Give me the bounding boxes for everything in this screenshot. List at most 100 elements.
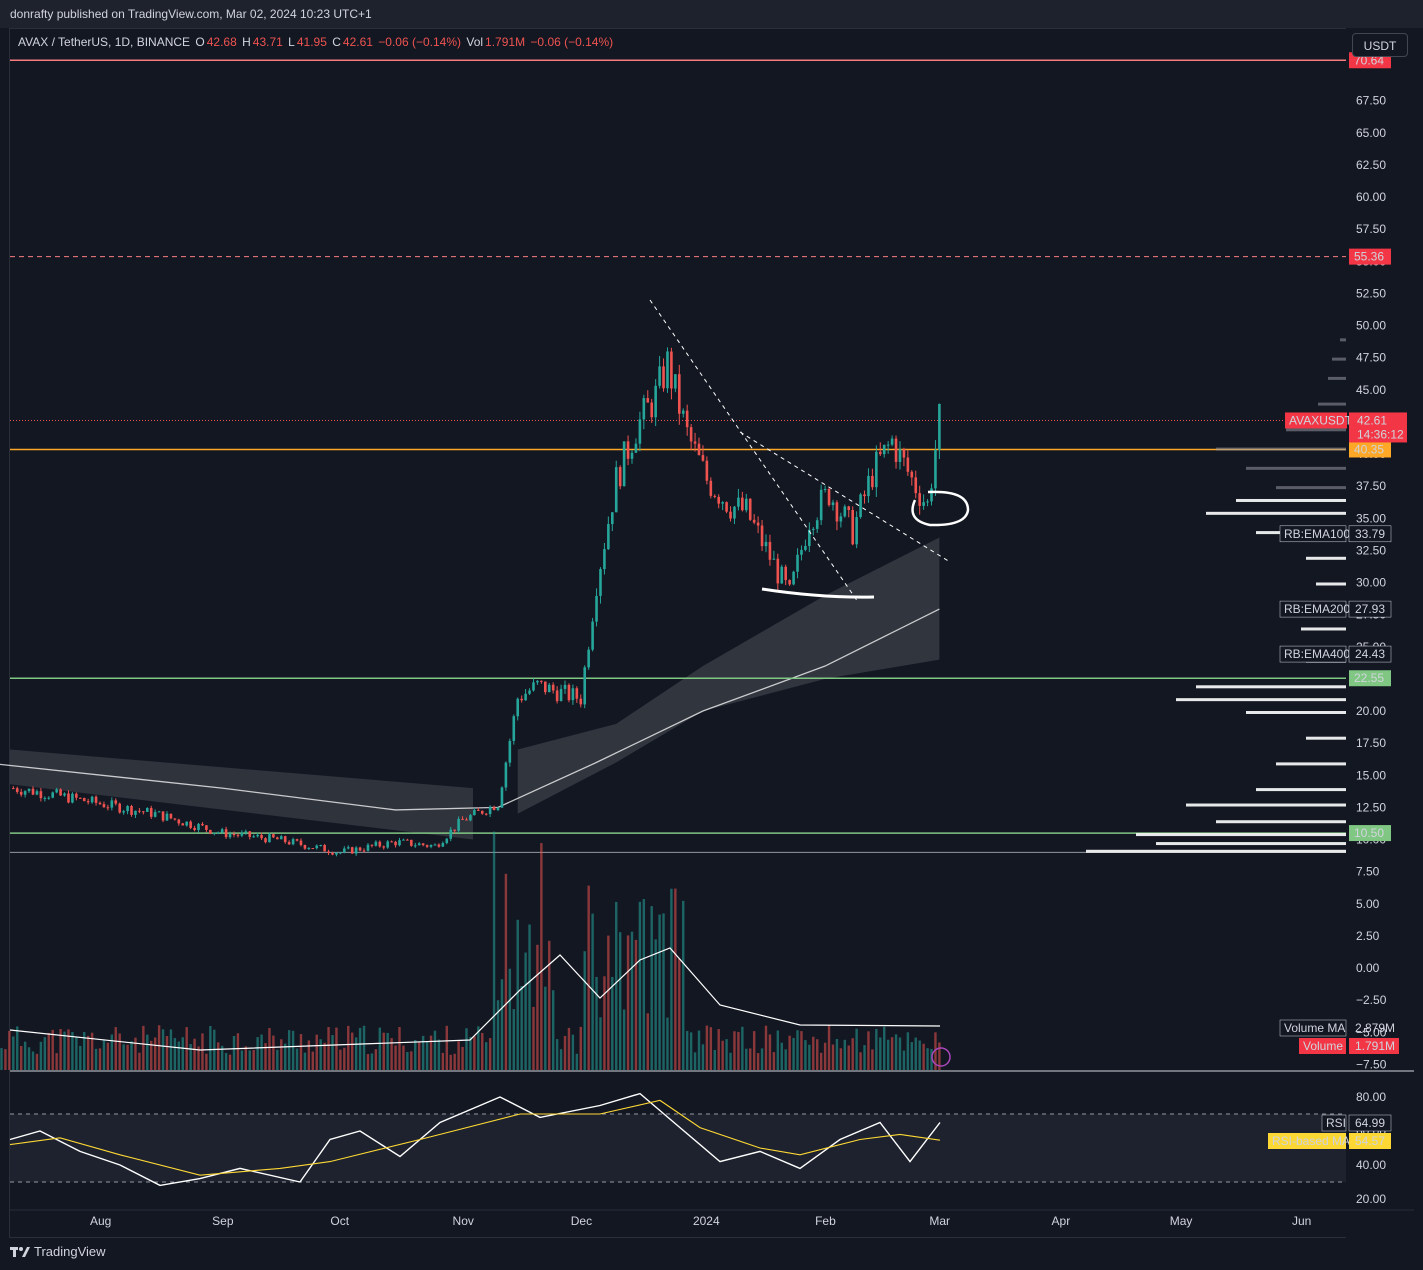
level-label-bg: [1349, 670, 1391, 687]
price-tick-label: 2.50: [1356, 929, 1380, 943]
candle-body: [800, 549, 803, 555]
volume-bar: [374, 1049, 378, 1070]
candle-body: [252, 836, 255, 838]
price-tick-label: 17.50: [1356, 736, 1386, 750]
candle-body: [126, 806, 129, 812]
candle-body: [922, 502, 925, 506]
candle-body: [59, 789, 62, 796]
candle-body: [547, 684, 551, 693]
candle-body: [161, 811, 165, 821]
volume-bar: [823, 1042, 827, 1070]
candle-body: [622, 441, 626, 487]
legend-symbol[interactable]: AVAX / TetherUS, 1D, BINANCE: [18, 35, 191, 49]
candle-body: [272, 834, 275, 838]
volume-bar: [209, 1025, 212, 1070]
volume-bar: [603, 976, 606, 1070]
volume-bar: [886, 1039, 890, 1070]
volume-bar: [445, 1025, 448, 1070]
candle-body: [571, 688, 575, 701]
volume-bar: [890, 1037, 894, 1070]
volume-profile-bar: [1276, 762, 1346, 766]
volume-bar: [477, 1026, 480, 1070]
volume-bar: [370, 1053, 374, 1070]
candle-body: [843, 506, 847, 517]
volume-bar: [516, 919, 519, 1070]
ema400-label-name: RB:EMA400: [1284, 647, 1350, 661]
candle-body: [520, 698, 523, 701]
volume-bar: [524, 952, 527, 1070]
candle-body: [153, 812, 157, 817]
candle-body: [815, 520, 819, 529]
volume-bar: [646, 1013, 649, 1070]
candle-body: [382, 846, 386, 848]
candle-body: [504, 762, 508, 788]
rsi-value: 64.99: [1355, 1116, 1385, 1130]
volume-bar: [291, 1030, 295, 1070]
volume-bar: [382, 1032, 385, 1070]
candle-body: [906, 457, 910, 472]
ema-ribbon-band-left: [10, 749, 473, 840]
candle-body: [122, 811, 125, 813]
volume-bar: [733, 1031, 736, 1070]
volume-bar: [295, 1048, 299, 1070]
volume-bar: [366, 1054, 370, 1070]
volume-bar: [500, 979, 504, 1070]
volume-profile-bar: [1156, 842, 1346, 846]
volume-bar: [717, 1029, 720, 1070]
volume-bar: [303, 1052, 307, 1070]
volume-bar: [481, 1032, 484, 1070]
price-tick-label: 50.00: [1356, 319, 1386, 333]
candle-body: [469, 815, 472, 821]
footer-brand: TradingView: [10, 1244, 106, 1259]
volume-bar: [418, 1041, 421, 1070]
volume-bar: [90, 1032, 94, 1070]
currency-button[interactable]: USDT: [1352, 33, 1408, 57]
volume-bar: [768, 1034, 772, 1070]
volume-bar: [741, 1026, 744, 1070]
volume-bar: [236, 1033, 240, 1070]
volume-bar: [437, 1039, 441, 1070]
candle-body: [642, 398, 646, 420]
volume-bar: [764, 1025, 768, 1070]
volume-bar: [634, 939, 638, 1070]
volume-bar: [615, 901, 618, 1070]
trendline-upper: [739, 431, 951, 563]
price-tick-label: 7.50: [1356, 865, 1380, 879]
price-tick-label: 52.50: [1356, 286, 1386, 300]
volume-profile-bar: [1216, 820, 1346, 824]
footer-brand-text: TradingView: [34, 1244, 106, 1259]
volume-bar: [528, 924, 531, 1070]
candle-body: [886, 444, 890, 446]
candle-body: [370, 844, 374, 846]
candle-body: [149, 808, 153, 817]
volume-bar: [114, 1027, 117, 1070]
volume-bar: [106, 1042, 110, 1070]
candle-body: [685, 410, 689, 428]
candle-body: [181, 823, 185, 826]
volume-ma-label-bg: [1279, 1019, 1347, 1037]
volume-bar: [153, 1037, 157, 1070]
volume-bar: [934, 1032, 937, 1070]
candle-body: [871, 475, 874, 488]
candle-body: [701, 455, 705, 461]
candle-body: [354, 847, 358, 854]
candle-body: [31, 788, 35, 795]
volume-bar: [835, 1038, 839, 1070]
volume-profile-bar: [1332, 357, 1346, 361]
candle-body: [232, 834, 236, 836]
legend-high: 43.71: [252, 35, 283, 49]
candle-body: [847, 506, 851, 511]
candle-body: [890, 438, 894, 445]
candle-body: [827, 489, 831, 506]
candle-body: [591, 621, 594, 650]
candle-body: [331, 853, 334, 855]
volume-bar: [220, 1045, 224, 1070]
volume-bar: [674, 888, 677, 1070]
symbol-legend: AVAX / TetherUS, 1D, BINANCE O 42.68 H 43.…: [18, 35, 615, 49]
volume-bar: [272, 1035, 275, 1070]
volume-bar: [343, 1047, 346, 1070]
volume-bar: [94, 1048, 98, 1070]
candle-body: [516, 698, 520, 717]
volume-bar: [130, 1041, 133, 1070]
